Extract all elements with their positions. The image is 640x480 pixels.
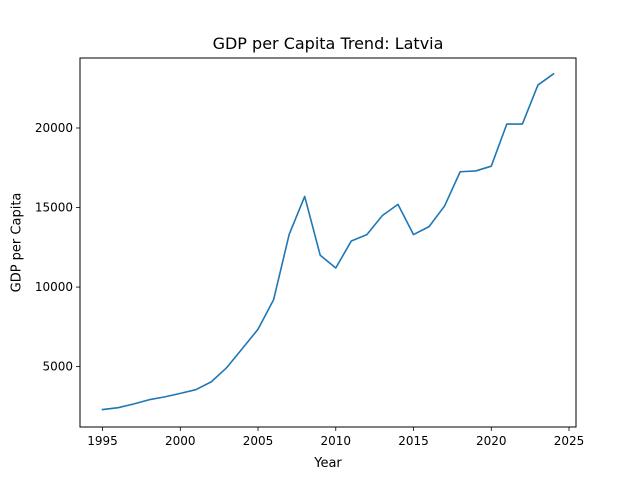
y-tick-label: 20000 <box>35 121 73 135</box>
x-tick-label: 2005 <box>243 434 274 448</box>
plot-area <box>79 57 577 428</box>
y-tick-label: 5000 <box>42 360 73 374</box>
series-line <box>101 72 555 411</box>
x-tick-label: 2000 <box>165 434 196 448</box>
x-axis: 1995 2000 2005 2010 2015 2020 2025 <box>87 427 584 448</box>
y-tick-label: 15000 <box>35 201 73 215</box>
x-axis-label: Year <box>313 456 342 471</box>
x-tick-label: 2010 <box>321 434 352 448</box>
x-tick-label: 2015 <box>398 434 429 448</box>
x-tick-label: 2025 <box>554 434 585 448</box>
x-tick-label: 2020 <box>476 434 507 448</box>
plot-frame <box>79 57 577 428</box>
chart-title: GDP per Capita Trend: Latvia <box>213 34 444 53</box>
x-tick-label: 1995 <box>87 434 118 448</box>
y-axis-label: GDP per Capita <box>10 193 25 293</box>
y-tick-label: 10000 <box>35 280 73 294</box>
y-axis: 5000 10000 15000 20000 <box>35 121 80 374</box>
